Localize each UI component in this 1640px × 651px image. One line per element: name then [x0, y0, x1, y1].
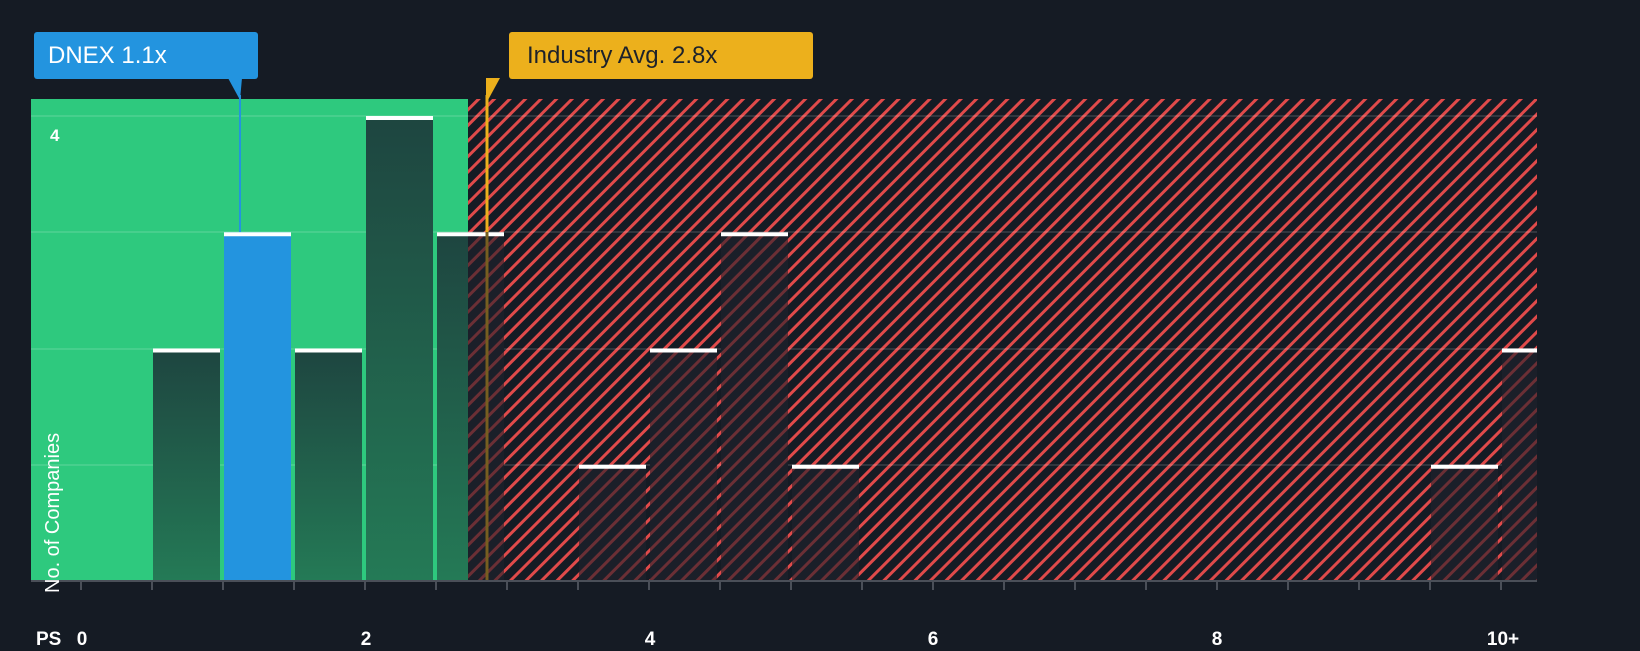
histogram-bars: [153, 116, 1537, 581]
histogram-bar: [295, 348, 362, 581]
bar-top-cap: [1431, 464, 1498, 469]
y-tick-4: 4: [50, 126, 60, 145]
histogram-bar: [366, 116, 433, 581]
x-tick-label-0: 0: [76, 629, 88, 650]
x-tick-label-2: 2: [360, 629, 372, 650]
x-tick-label-4: 4: [644, 629, 656, 650]
x-axis-name: PS: [36, 629, 62, 650]
industry-line-shade: [485, 232, 489, 581]
histogram-bar: [650, 348, 717, 581]
histogram-bar: [153, 348, 220, 581]
y-axis-title: No. of Companies: [42, 432, 64, 593]
x-tick-label-6: 6: [927, 629, 939, 650]
bar-top-cap: [366, 116, 433, 120]
x-axis-ticks: [80, 581, 1502, 590]
x-tick-label-10plus: 10+: [1486, 629, 1520, 650]
industry-avg-tag: Industry Avg. 2.8x: [509, 32, 813, 79]
company-tag-pointer: [228, 78, 242, 100]
histogram-bar: [1502, 348, 1537, 581]
histogram-bar: [437, 232, 468, 581]
industry-tag-pointer: [486, 78, 500, 100]
company-ps-tag: DNEX 1.1x: [34, 32, 258, 79]
bar-top-cap: [579, 464, 646, 469]
bar-top-cap: [295, 348, 362, 353]
histogram-bar: [579, 464, 646, 581]
bar-top-cap: [153, 348, 220, 353]
company-bar: [224, 232, 291, 581]
histogram-bar: [721, 232, 788, 581]
above-average-zone: [468, 99, 1537, 581]
bar-top-cap: [224, 232, 291, 237]
histogram-bar: [1431, 464, 1498, 581]
x-tick-label-8: 8: [1211, 629, 1223, 650]
bar-top-cap: [437, 232, 504, 237]
histogram-bar: [792, 464, 859, 581]
bar-top-cap: [721, 232, 788, 237]
bar-top-cap: [792, 464, 859, 469]
bar-top-cap: [1502, 348, 1537, 353]
bar-top-cap: [650, 348, 717, 353]
